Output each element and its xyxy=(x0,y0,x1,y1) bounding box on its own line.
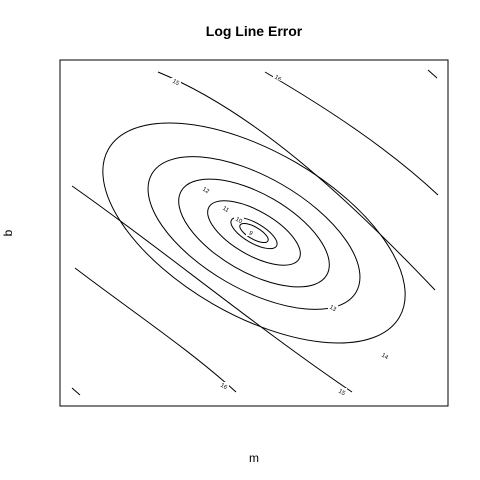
contour-16-segment-1 xyxy=(264,71,439,196)
contour-label-bg-15 xyxy=(171,78,181,85)
contour-label-13: 13 xyxy=(328,305,337,314)
contour-14 xyxy=(102,122,406,344)
contour-label-bg-11 xyxy=(221,205,231,212)
contour-label-9: 9 xyxy=(248,230,254,237)
contour-15-segment-2 xyxy=(71,185,353,393)
contour-labels: 9 10 11 12 13 14 15 16 16 15 xyxy=(171,74,390,397)
contour-label-15: 15 xyxy=(171,79,180,88)
contour-label-bg-10 xyxy=(234,216,244,223)
contour-10 xyxy=(230,216,278,250)
contour-lines xyxy=(71,69,439,396)
y-axis-label: b xyxy=(1,229,15,236)
contour-label-14: 14 xyxy=(380,353,389,362)
contour-label-10: 10 xyxy=(234,217,243,226)
contour-label-bg-12 xyxy=(201,186,211,193)
contour-label-15: 15 xyxy=(337,389,346,398)
plot-frame xyxy=(59,59,449,407)
contour-label-bg-13 xyxy=(328,304,338,311)
contour-label-11: 11 xyxy=(221,206,230,215)
contour-label-16: 16 xyxy=(273,75,282,84)
x-axis-label: m xyxy=(249,451,259,465)
contour-16-segment-3 xyxy=(427,69,438,79)
contour-12 xyxy=(178,178,330,288)
contour-label-bg-14 xyxy=(380,352,390,359)
contour-11 xyxy=(207,200,301,266)
contour-label-bg-9 xyxy=(246,229,256,236)
contour-15-segment-1 xyxy=(157,71,436,291)
contour-label-bg-15 xyxy=(337,388,347,395)
contour-16-segment-4 xyxy=(71,387,81,396)
contour-label-12: 12 xyxy=(201,187,210,196)
contour-label-bg-16 xyxy=(219,382,229,389)
chart-title: Log Line Error xyxy=(206,23,303,39)
contour-13 xyxy=(147,156,361,310)
contour-9 xyxy=(239,222,269,244)
contour-label-bg-16 xyxy=(273,74,283,81)
contour-16-segment-2 xyxy=(74,267,237,393)
contour-label-16: 16 xyxy=(219,383,228,392)
